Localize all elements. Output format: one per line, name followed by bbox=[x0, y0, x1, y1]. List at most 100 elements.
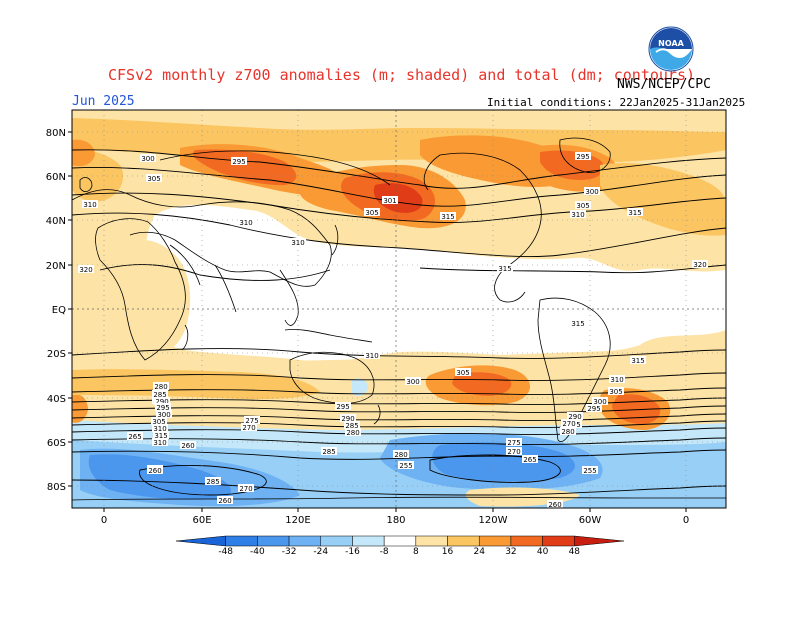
colorbar-segment bbox=[257, 535, 290, 547]
svg-text:285: 285 bbox=[153, 391, 166, 399]
colorbar-segment bbox=[574, 535, 625, 547]
contour-label: 295 bbox=[575, 152, 591, 161]
svg-text:320: 320 bbox=[79, 266, 92, 274]
colorbar-segment bbox=[542, 535, 575, 547]
negative-anomaly-east-pacific-core bbox=[432, 442, 575, 482]
svg-text:255: 255 bbox=[583, 467, 596, 475]
svg-text:290: 290 bbox=[155, 398, 168, 406]
contour-label: 310 bbox=[152, 424, 168, 433]
contour-label: 285 bbox=[205, 477, 221, 486]
svg-text:260: 260 bbox=[218, 497, 231, 505]
contour-label: 300 bbox=[405, 377, 421, 386]
svg-text:260: 260 bbox=[148, 467, 161, 475]
svg-text:305: 305 bbox=[152, 418, 165, 426]
svg-text:300: 300 bbox=[585, 188, 598, 196]
noaa-logo: NOAA bbox=[648, 26, 694, 76]
contour-label: 285 bbox=[344, 421, 360, 430]
colorbar-tick-label: 8 bbox=[413, 547, 419, 557]
svg-text:290: 290 bbox=[568, 413, 581, 421]
svg-text:310: 310 bbox=[153, 439, 166, 447]
contour-label: 315 bbox=[440, 212, 456, 221]
contour-label: 305 bbox=[608, 387, 624, 396]
positive-anomaly-south-atlantic-core bbox=[612, 394, 661, 425]
colorbar-tick-label: 48 bbox=[569, 547, 581, 557]
contour-label: 275 bbox=[506, 438, 522, 447]
svg-text:295: 295 bbox=[336, 403, 349, 411]
svg-text:315: 315 bbox=[631, 357, 644, 365]
contour-label: 270 bbox=[561, 419, 577, 428]
lat-label: 60N bbox=[46, 172, 66, 183]
colorbar-segment bbox=[352, 535, 385, 547]
colorbar-tick-label: -48 bbox=[218, 547, 233, 557]
svg-text:285: 285 bbox=[345, 422, 358, 430]
contour-label: 300 bbox=[592, 397, 608, 406]
svg-text:280: 280 bbox=[346, 429, 359, 437]
svg-text:265: 265 bbox=[128, 433, 141, 441]
positive-anomaly-south-indian bbox=[72, 369, 320, 400]
contour-label: 310 bbox=[152, 438, 168, 447]
lon-label: 60E bbox=[192, 515, 211, 526]
svg-text:295: 295 bbox=[156, 404, 169, 412]
height-contours bbox=[72, 149, 726, 496]
svg-text:300: 300 bbox=[141, 155, 154, 163]
colorbar-tick-label: 16 bbox=[442, 547, 454, 557]
contour-label: 305 bbox=[364, 208, 380, 217]
positive-anomaly-south-band bbox=[72, 349, 726, 420]
lat-label: 80N bbox=[46, 128, 66, 139]
positive-anomaly-north-atlantic bbox=[600, 163, 726, 236]
svg-text:310: 310 bbox=[291, 239, 304, 247]
svg-text:NOAA: NOAA bbox=[658, 39, 684, 48]
svg-text:315: 315 bbox=[441, 213, 454, 221]
initial-conditions: Initial conditions: 22Jan2025-31Jan2025 bbox=[487, 96, 746, 109]
contour-label: 310 bbox=[238, 218, 254, 227]
contour-label: 290 bbox=[340, 414, 356, 423]
svg-text:305: 305 bbox=[365, 209, 378, 217]
svg-text:315: 315 bbox=[498, 265, 511, 273]
lat-label: 20N bbox=[46, 261, 66, 272]
contour-label: 255 bbox=[582, 466, 598, 475]
contour-label: 260 bbox=[217, 496, 233, 505]
lat-label: 20S bbox=[47, 349, 66, 360]
contour-label: 300 bbox=[156, 410, 172, 419]
svg-text:300: 300 bbox=[406, 378, 419, 386]
colorbar-tick-label: -16 bbox=[345, 547, 360, 557]
colorbar-tick-label: 24 bbox=[474, 547, 486, 557]
svg-text:305: 305 bbox=[609, 388, 622, 396]
contour-label: 301 bbox=[382, 196, 398, 205]
lat-lon-grid bbox=[72, 110, 726, 508]
svg-text:315: 315 bbox=[154, 432, 167, 440]
positive-anomaly-south-pacific-core bbox=[452, 372, 512, 396]
lon-label: 180 bbox=[386, 515, 405, 526]
colorbar-segment bbox=[447, 535, 480, 547]
contour-label: 255 bbox=[398, 461, 414, 470]
svg-text:270: 270 bbox=[507, 448, 520, 456]
contour-label: 270 bbox=[241, 423, 257, 432]
positive-anomaly-africa bbox=[103, 239, 191, 359]
minor-grid bbox=[72, 110, 726, 508]
svg-text:310: 310 bbox=[610, 376, 623, 384]
contour-label: 280 bbox=[393, 450, 409, 459]
colorbar-segment bbox=[383, 535, 417, 547]
contour-label: 315 bbox=[570, 319, 586, 328]
positive-anomaly-bering-peak bbox=[373, 183, 423, 213]
contour-label: 300 bbox=[584, 187, 600, 196]
negative-anomaly-south-atlantic bbox=[603, 450, 720, 490]
colorbar-segment bbox=[320, 535, 353, 547]
colorbar-segment bbox=[288, 535, 322, 547]
svg-text:310: 310 bbox=[365, 352, 378, 360]
contour-label: 280 bbox=[560, 427, 576, 436]
lat-label: 40S bbox=[47, 394, 66, 405]
svg-text:280: 280 bbox=[154, 383, 167, 391]
contour-label: 270 bbox=[506, 447, 522, 456]
contour-label: 280 bbox=[345, 428, 361, 437]
lon-label: 0 bbox=[101, 515, 107, 526]
contour-label: 275 bbox=[244, 416, 260, 425]
contour-label: 295 bbox=[231, 157, 247, 166]
svg-text:280: 280 bbox=[394, 451, 407, 459]
svg-text:270: 270 bbox=[562, 420, 575, 428]
lat-label: 40N bbox=[46, 216, 66, 227]
contour-label: 290 bbox=[567, 412, 583, 421]
contour-label: 285 bbox=[321, 447, 337, 456]
svg-text:310: 310 bbox=[571, 211, 584, 219]
colorbar-tick-label: -24 bbox=[313, 547, 328, 557]
